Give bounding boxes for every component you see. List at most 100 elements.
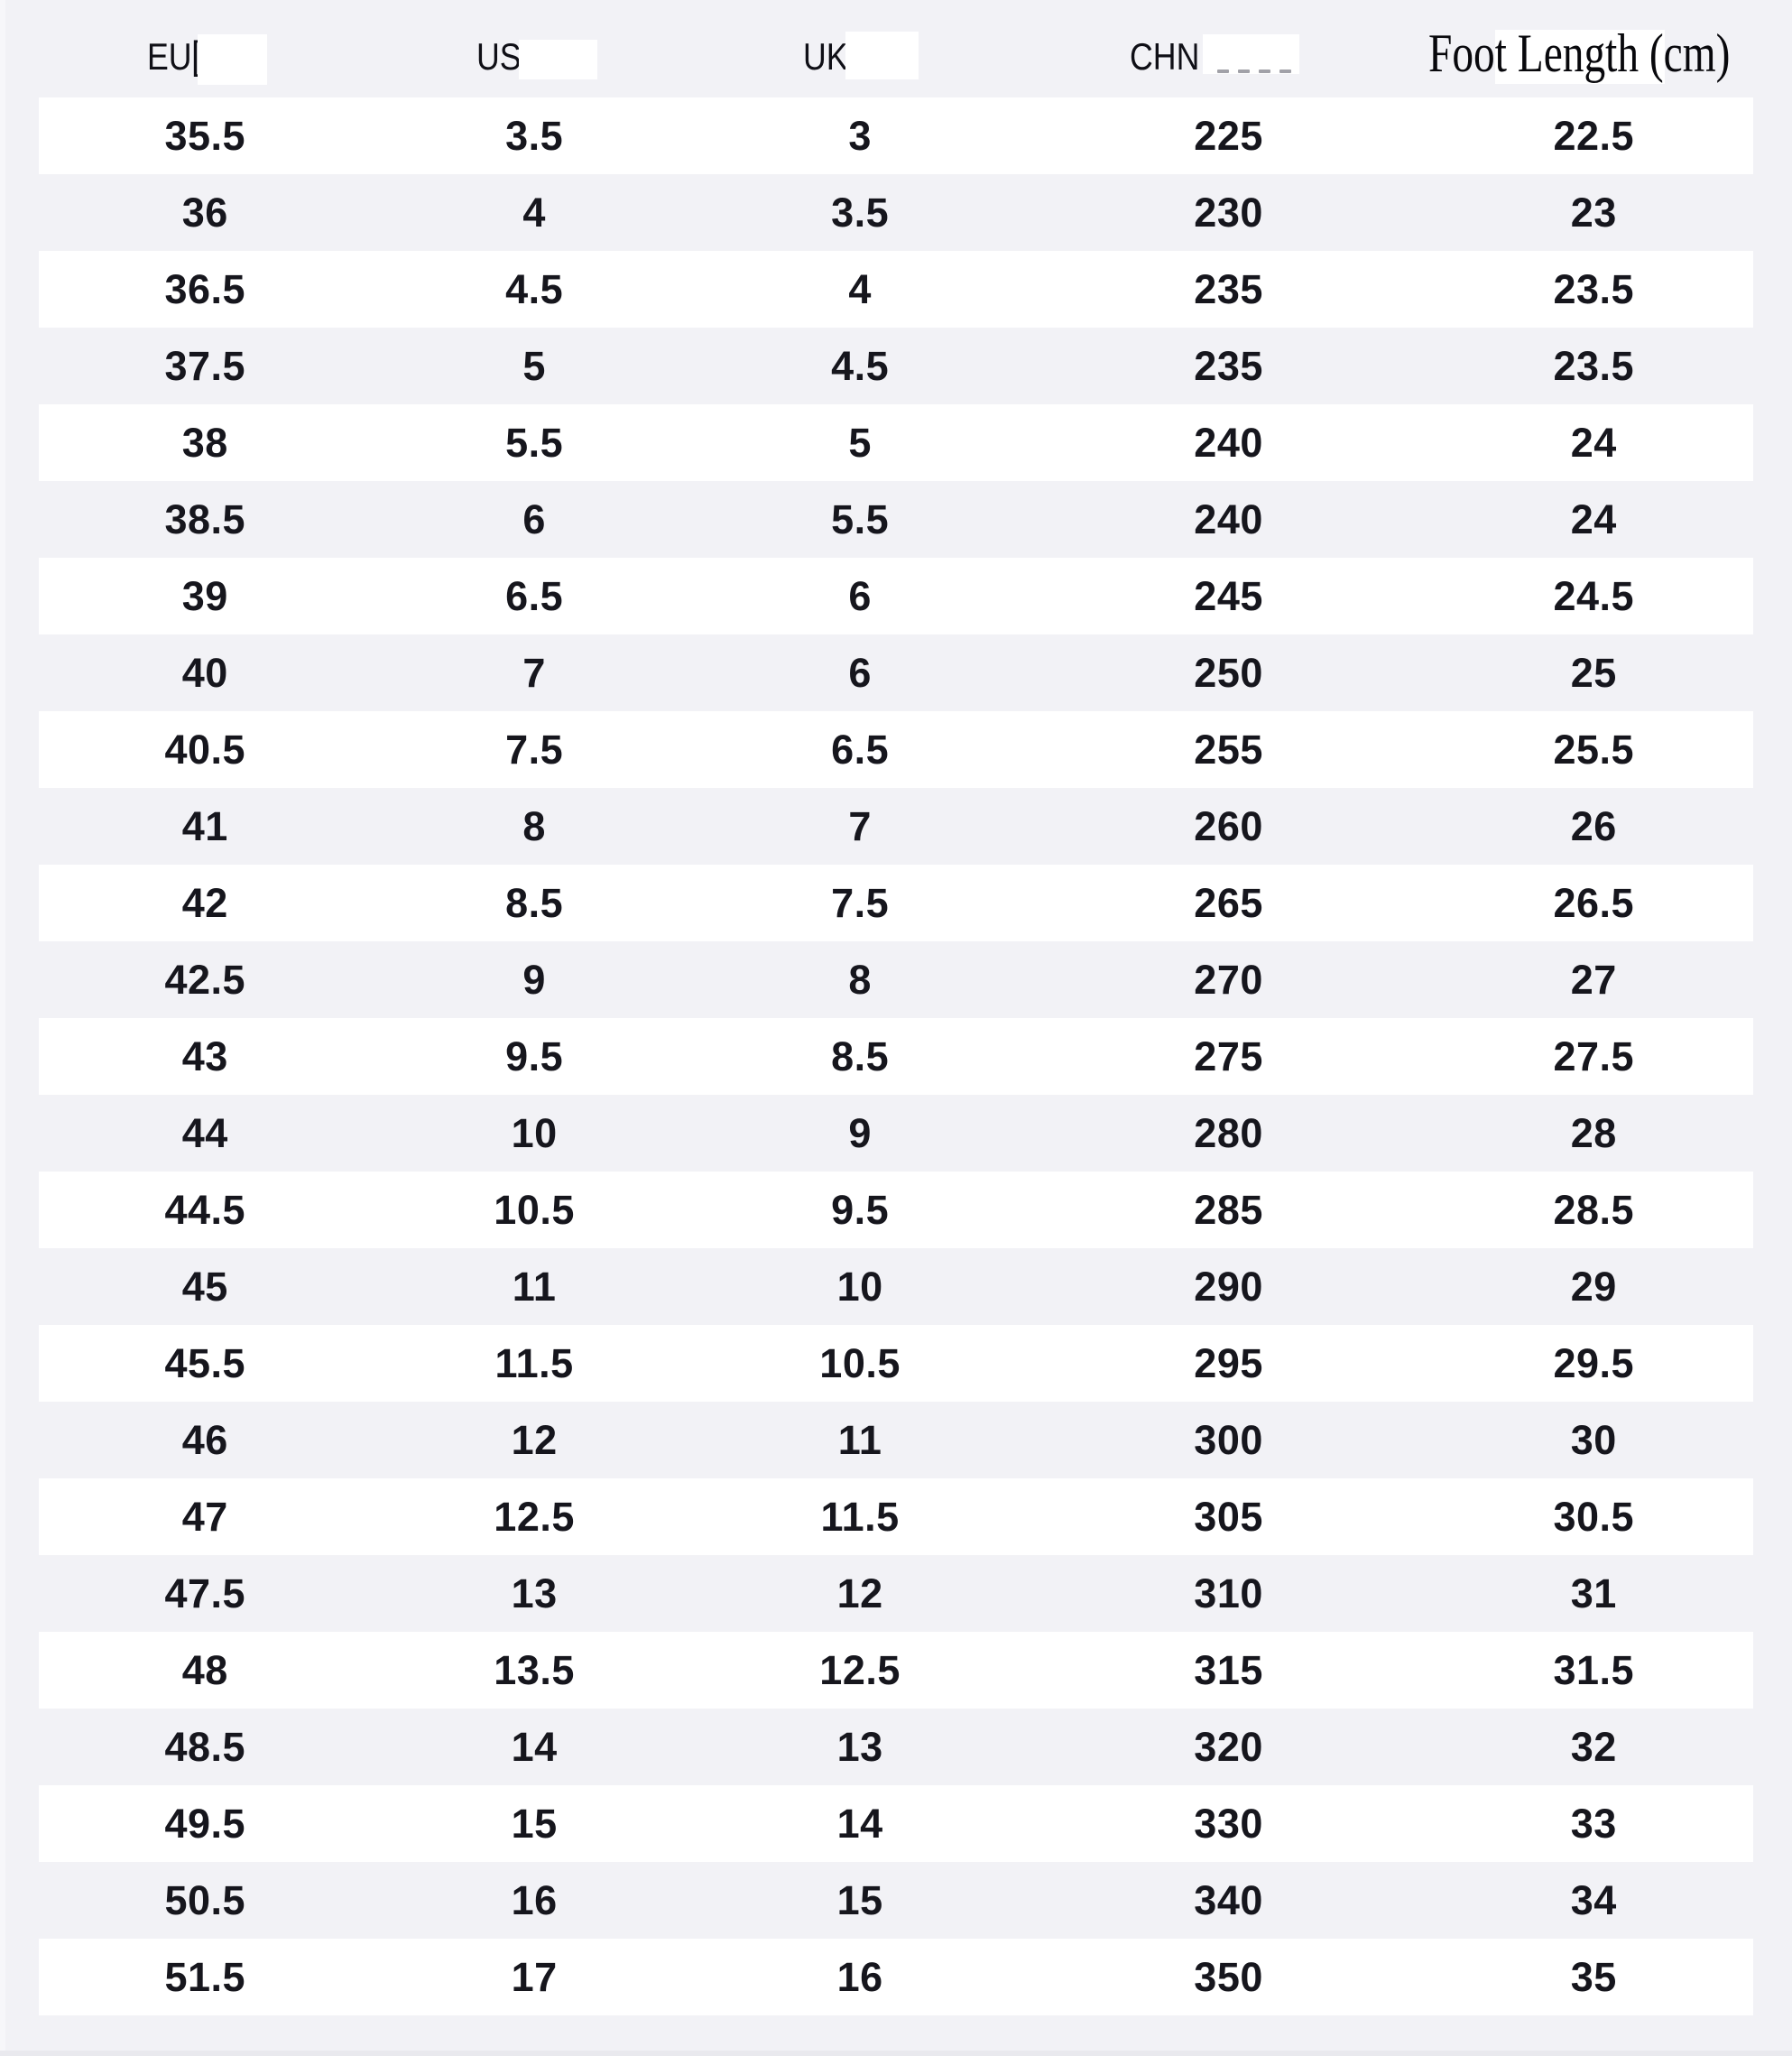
cell-us: 13 bbox=[511, 1570, 558, 1616]
cell-foot-length: 22.5 bbox=[1553, 112, 1635, 159]
cell-uk: 6 bbox=[848, 649, 872, 696]
cell-uk: 10 bbox=[836, 1263, 883, 1310]
cell-us: 7.5 bbox=[505, 726, 564, 773]
cell-uk: 11.5 bbox=[820, 1493, 900, 1540]
left-edge-strip bbox=[0, 0, 5, 2056]
cell-uk: 11 bbox=[837, 1416, 882, 1463]
cell-eu: 44 bbox=[181, 1109, 228, 1156]
column-header-eu: EU bbox=[147, 35, 192, 78]
cell-us: 13.5 bbox=[494, 1646, 575, 1693]
cell-us: 4.5 bbox=[505, 265, 564, 312]
table-row: 43 9.5 8.5 275 27.5 bbox=[39, 1018, 1753, 1095]
cell-uk: 10.5 bbox=[819, 1339, 901, 1386]
cell-us: 5 bbox=[522, 342, 546, 389]
cell-chn: 255 bbox=[1194, 726, 1263, 773]
cell-chn: 275 bbox=[1194, 1033, 1263, 1079]
size-table: 35.5 3.5 3 225 22.5 36 4 3.5 230 23 36.5… bbox=[39, 97, 1753, 2015]
cell-uk: 12.5 bbox=[819, 1646, 901, 1693]
cell-uk: 14 bbox=[836, 1800, 883, 1847]
cell-chn: 285 bbox=[1194, 1186, 1263, 1233]
cell-eu: 48.5 bbox=[164, 1723, 246, 1770]
cell-us: 8.5 bbox=[505, 879, 564, 926]
cell-us: 6.5 bbox=[505, 572, 564, 619]
cell-eu: 47.5 bbox=[164, 1570, 246, 1616]
cell-uk: 9.5 bbox=[831, 1186, 890, 1233]
column-header-chn: CHN bbox=[1130, 35, 1200, 78]
table-row: 35.5 3.5 3 225 22.5 bbox=[39, 97, 1753, 174]
table-row: 39 6.5 6 245 24.5 bbox=[39, 558, 1753, 634]
column-header-foot-length: Foot Length (cm) bbox=[1428, 23, 1731, 83]
cell-uk: 8 bbox=[848, 956, 872, 1003]
cell-foot-length: 31.5 bbox=[1553, 1646, 1635, 1693]
cell-foot-length: 23.5 bbox=[1553, 342, 1635, 389]
table-row: 40.5 7.5 6.5 255 25.5 bbox=[39, 711, 1753, 788]
cell-foot-length: 23.5 bbox=[1553, 265, 1635, 312]
cell-us: 4 bbox=[522, 189, 546, 236]
cell-chn: 320 bbox=[1194, 1723, 1263, 1770]
cell-uk: 3.5 bbox=[831, 189, 890, 236]
cell-foot-length: 35 bbox=[1570, 1953, 1617, 2000]
cell-foot-length: 24 bbox=[1570, 495, 1617, 542]
cell-eu: 38 bbox=[181, 419, 228, 466]
cell-us: 7 bbox=[522, 649, 546, 696]
table-header: EU [ US UK CHN Foot Length (cm) bbox=[0, 0, 1792, 97]
cell-foot-length: 25 bbox=[1570, 649, 1617, 696]
cell-chn: 295 bbox=[1194, 1339, 1263, 1386]
table-row: 42.5 9 8 270 27 bbox=[39, 941, 1753, 1018]
cell-eu: 46 bbox=[181, 1416, 228, 1463]
table-row: 46 12 11 300 30 bbox=[39, 1402, 1753, 1478]
cell-foot-length: 25.5 bbox=[1553, 726, 1635, 773]
cell-eu: 48 bbox=[181, 1646, 228, 1693]
cell-chn: 250 bbox=[1194, 649, 1263, 696]
cell-uk: 7.5 bbox=[831, 879, 890, 926]
table-row: 48.5 14 13 320 32 bbox=[39, 1709, 1753, 1785]
cell-eu: 35.5 bbox=[164, 112, 246, 159]
table-row: 38 5.5 5 240 24 bbox=[39, 404, 1753, 481]
cell-us: 6 bbox=[522, 495, 546, 542]
cell-us: 10.5 bbox=[494, 1186, 575, 1233]
cell-us: 15 bbox=[511, 1800, 558, 1847]
cell-chn: 280 bbox=[1194, 1109, 1263, 1156]
table-row: 36 4 3.5 230 23 bbox=[39, 174, 1753, 251]
cell-eu: 36.5 bbox=[164, 265, 246, 312]
cell-eu: 39 bbox=[181, 572, 228, 619]
cell-chn: 270 bbox=[1194, 956, 1263, 1003]
cell-foot-length: 29 bbox=[1570, 1263, 1617, 1310]
cell-eu: 41 bbox=[181, 802, 228, 849]
cell-eu: 51.5 bbox=[164, 1953, 246, 2000]
cell-us: 9 bbox=[522, 956, 546, 1003]
white-patch-chn bbox=[1203, 34, 1299, 74]
table-row: 47.5 13 12 310 31 bbox=[39, 1555, 1753, 1632]
cell-uk: 6 bbox=[848, 572, 872, 619]
cell-chn: 235 bbox=[1194, 265, 1263, 312]
cell-eu: 45.5 bbox=[164, 1339, 246, 1386]
cell-chn: 330 bbox=[1194, 1800, 1263, 1847]
cell-us: 12 bbox=[511, 1416, 558, 1463]
table-row: 44 10 9 280 28 bbox=[39, 1095, 1753, 1172]
bottom-strip bbox=[0, 2051, 1792, 2056]
cell-chn: 230 bbox=[1194, 189, 1263, 236]
cell-uk: 6.5 bbox=[831, 726, 890, 773]
cell-chn: 300 bbox=[1194, 1416, 1263, 1463]
white-patch-eu bbox=[198, 34, 267, 85]
cell-foot-length: 28.5 bbox=[1553, 1186, 1635, 1233]
cell-foot-length: 33 bbox=[1570, 1800, 1617, 1847]
table-row: 44.5 10.5 9.5 285 28.5 bbox=[39, 1172, 1753, 1248]
cell-foot-length: 23 bbox=[1570, 189, 1617, 236]
table-row: 51.5 17 16 350 35 bbox=[39, 1939, 1753, 2015]
cell-eu: 40.5 bbox=[164, 726, 246, 773]
cell-eu: 45 bbox=[181, 1263, 228, 1310]
cell-uk: 4 bbox=[848, 265, 872, 312]
table-row: 37.5 5 4.5 235 23.5 bbox=[39, 328, 1753, 404]
cell-us: 3.5 bbox=[505, 112, 564, 159]
cell-eu: 50.5 bbox=[164, 1876, 246, 1923]
cell-eu: 37.5 bbox=[164, 342, 246, 389]
cell-eu: 40 bbox=[181, 649, 228, 696]
cell-chn: 240 bbox=[1194, 495, 1263, 542]
cell-us: 17 bbox=[511, 1953, 558, 2000]
cell-us: 12.5 bbox=[494, 1493, 575, 1540]
cell-uk: 12 bbox=[836, 1570, 883, 1616]
cell-us: 14 bbox=[511, 1723, 558, 1770]
cell-eu: 43 bbox=[181, 1033, 228, 1079]
cell-eu: 44.5 bbox=[164, 1186, 246, 1233]
